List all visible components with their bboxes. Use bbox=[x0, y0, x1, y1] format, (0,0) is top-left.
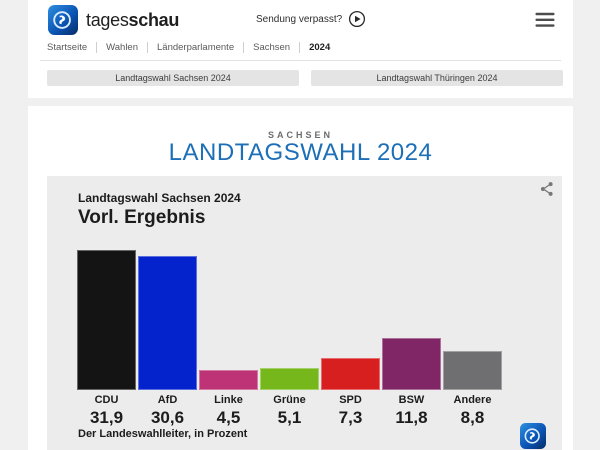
bar-spd bbox=[321, 358, 380, 390]
bar-bsw bbox=[382, 338, 441, 390]
chart-source: Der Landeswahlleiter, in Prozent bbox=[78, 428, 248, 440]
party-name: BSW bbox=[398, 394, 425, 406]
party-name: Linke bbox=[214, 394, 243, 406]
bar-grne bbox=[260, 368, 319, 390]
bar-labels-row: CDU 31,9 AfD 30,6 Linke 4,5 Grüne 5,1 SPD 7,3 BSW 1… bbox=[77, 394, 502, 428]
party-value: 31,9 bbox=[89, 408, 124, 427]
breadcrumb-2024: 2024 bbox=[309, 42, 331, 53]
bar-afd bbox=[138, 256, 197, 390]
chart-title: Landtagswahl Sachsen 2024 bbox=[78, 191, 241, 205]
header-divider bbox=[40, 60, 561, 61]
bar-label-andere: Andere 8,8 bbox=[443, 394, 502, 428]
play-icon bbox=[349, 10, 366, 28]
page-title: LANDTAGSWAHL 2024 bbox=[168, 139, 433, 166]
header-card: tagesschau Sendung verpasst? Startseite … bbox=[28, 0, 573, 98]
bar-cdu bbox=[77, 250, 136, 390]
bar-andere bbox=[443, 351, 502, 390]
party-value: 8,8 bbox=[460, 408, 485, 427]
brand-wordmark[interactable]: tagesschau bbox=[86, 10, 179, 31]
bar-label-bsw: BSW 11,8 bbox=[382, 394, 441, 428]
party-name: CDU bbox=[94, 394, 119, 406]
party-name: Andere bbox=[453, 394, 492, 406]
breadcrumb-sachsen[interactable]: Sachsen bbox=[244, 42, 301, 53]
bar-label-linke: Linke 4,5 bbox=[199, 394, 258, 428]
party-name: SPD bbox=[339, 394, 362, 406]
bar-label-cdu: CDU 31,9 bbox=[77, 394, 136, 428]
party-value: 30,6 bbox=[150, 408, 185, 427]
breadcrumb-startseite[interactable]: Startseite bbox=[47, 42, 98, 53]
party-value: 5,1 bbox=[277, 408, 302, 427]
chart-subtitle: Vorl. Ergebnis bbox=[78, 207, 206, 228]
party-value: 4,5 bbox=[216, 408, 241, 427]
brand-wordmark-regular: tages bbox=[86, 10, 129, 30]
brand-wordmark-bold: schau bbox=[128, 10, 180, 30]
party-name: AfD bbox=[157, 394, 178, 406]
nav-button-sachsen[interactable]: Landtagswahl Sachsen 2024 bbox=[47, 70, 299, 86]
chart-watermark-logo-icon bbox=[520, 423, 546, 449]
bars-row bbox=[77, 250, 502, 390]
watch-missed-label: Sendung verpasst? bbox=[256, 13, 343, 25]
bar-label-grne: Grüne 5,1 bbox=[260, 394, 319, 428]
bar-linke bbox=[199, 370, 258, 390]
bar-label-spd: SPD 7,3 bbox=[321, 394, 380, 428]
page-kicker: SACHSEN bbox=[267, 130, 333, 140]
bar-label-afd: AfD 30,6 bbox=[138, 394, 197, 428]
breadcrumb-wahlen[interactable]: Wahlen bbox=[97, 42, 148, 53]
result-chart: Landtagswahl Sachsen 2024 Vorl. Ergebnis… bbox=[47, 176, 562, 450]
party-name: Grüne bbox=[273, 394, 306, 406]
share-icon[interactable] bbox=[538, 180, 556, 198]
party-value: 7,3 bbox=[338, 408, 363, 427]
breadcrumb-laenderparlamente[interactable]: Länderparlamente bbox=[148, 42, 245, 53]
breadcrumb: Startseite Wahlen Länderparlamente Sachs… bbox=[47, 42, 339, 53]
menu-icon[interactable] bbox=[535, 12, 555, 28]
nav-button-thueringen[interactable]: Landtagswahl Thüringen 2024 bbox=[311, 70, 563, 86]
watch-missed-link[interactable]: Sendung verpasst? bbox=[256, 10, 366, 28]
main-content-card: SACHSEN LANDTAGSWAHL 2024 Landtagswahl S… bbox=[28, 106, 573, 450]
party-value: 11,8 bbox=[395, 408, 428, 427]
tagesschau-logo-icon[interactable] bbox=[48, 5, 78, 35]
